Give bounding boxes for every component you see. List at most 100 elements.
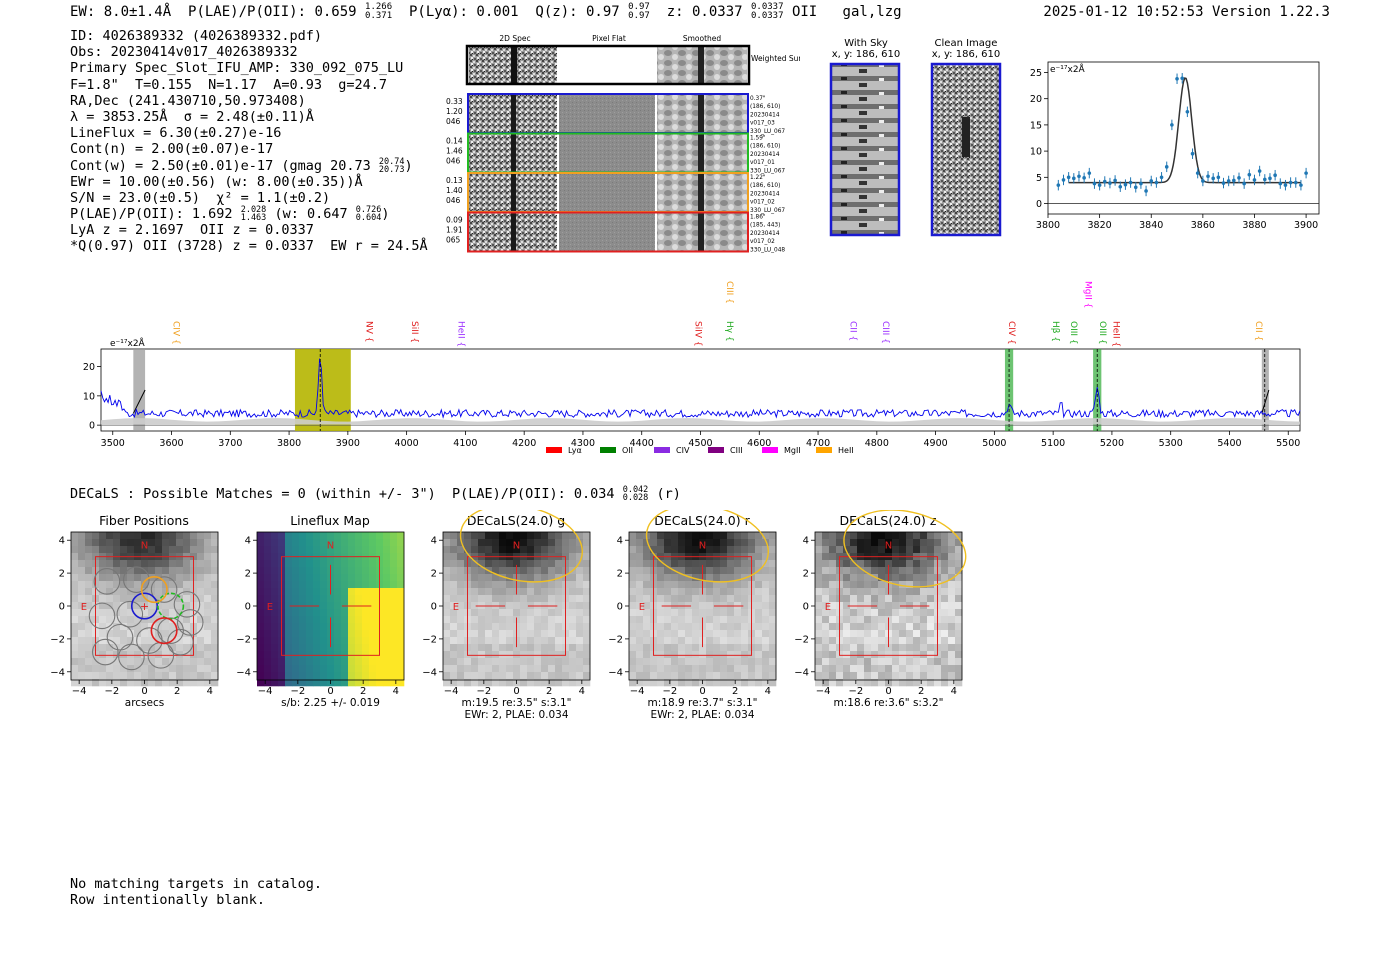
panel-pixel bbox=[843, 602, 851, 610]
panel-pixel bbox=[678, 560, 686, 568]
panel-pixel bbox=[169, 665, 177, 673]
panel-pixel bbox=[327, 644, 335, 652]
panel-xtick-label: 0 bbox=[141, 686, 147, 697]
panel-pixel bbox=[815, 595, 823, 603]
panel-pixel bbox=[285, 560, 293, 568]
panel-pixel bbox=[934, 539, 942, 547]
panel-pixel bbox=[471, 602, 479, 610]
panel-pixel bbox=[629, 644, 637, 652]
panel-pixel bbox=[369, 588, 377, 596]
panel-pixel bbox=[450, 588, 458, 596]
panel-pixel bbox=[362, 637, 370, 645]
panel-pixel bbox=[857, 672, 865, 680]
panel-pixel bbox=[871, 651, 879, 659]
panel-pixel bbox=[657, 574, 665, 582]
panel-pixel bbox=[692, 644, 700, 652]
panel-pixel bbox=[829, 567, 837, 575]
panel-pixel bbox=[948, 595, 956, 603]
panel-pixel bbox=[713, 574, 721, 582]
panel-pixel bbox=[197, 567, 205, 575]
header-plae: P(LAE)/P(OII): 0.659 bbox=[188, 4, 357, 20]
panel-pixel bbox=[899, 665, 907, 673]
panel-pixel bbox=[629, 651, 637, 659]
panel-pixel bbox=[685, 532, 693, 540]
panel-pixel bbox=[822, 546, 830, 554]
spectrum-xtick-label: 4800 bbox=[865, 438, 889, 449]
panel-pixel bbox=[383, 595, 391, 603]
panel-pixel bbox=[397, 658, 405, 666]
panel-pixel bbox=[576, 553, 584, 561]
header-plya: P(Lyα): 0.001 bbox=[408, 4, 519, 20]
panel-pixel bbox=[548, 637, 556, 645]
panel-pixel bbox=[464, 539, 472, 547]
panel-pixel bbox=[457, 651, 465, 659]
panel-pixel bbox=[176, 602, 184, 610]
panel-pixel bbox=[822, 630, 830, 638]
panel-pixel bbox=[671, 595, 679, 603]
panel-pixel bbox=[685, 588, 693, 596]
panel-pixel bbox=[836, 679, 844, 687]
panel-pixel bbox=[906, 595, 914, 603]
panel-center-plus: + bbox=[140, 600, 149, 613]
panel-pixel bbox=[176, 665, 184, 673]
panel-pixel bbox=[769, 532, 777, 540]
panel-pixel bbox=[671, 581, 679, 589]
legend-label: MgII bbox=[784, 446, 801, 455]
panel-pixel bbox=[692, 539, 700, 547]
panel-pixel bbox=[257, 637, 265, 645]
panel-pixel bbox=[492, 623, 500, 631]
panel-pixel bbox=[348, 651, 356, 659]
header-z-hi: 0.0337 bbox=[751, 2, 784, 12]
panel-pixel bbox=[927, 588, 935, 596]
panel-pixel bbox=[562, 539, 570, 547]
panel-pixel bbox=[955, 651, 963, 659]
panel-pixel bbox=[285, 546, 293, 554]
panel-pixel bbox=[748, 539, 756, 547]
panel-pixel bbox=[769, 539, 777, 547]
panel-pixel bbox=[636, 644, 644, 652]
panel-pixel bbox=[569, 630, 577, 638]
panel-pixel bbox=[755, 665, 763, 673]
panel-pixel bbox=[183, 581, 191, 589]
panel-pixel bbox=[190, 665, 198, 673]
panel-pixel bbox=[264, 623, 272, 631]
panel-pixel bbox=[727, 581, 735, 589]
panel-pixel bbox=[748, 672, 756, 680]
panel-pixel bbox=[271, 581, 279, 589]
panel-pixel bbox=[78, 672, 86, 680]
panel-pixel bbox=[920, 560, 928, 568]
panel-pixel bbox=[457, 609, 465, 617]
panel-title: DECaLS(24.0) g bbox=[467, 513, 565, 528]
panel-pixel bbox=[390, 609, 398, 617]
with-sky-image bbox=[832, 65, 898, 234]
panel-pixel bbox=[527, 595, 535, 603]
panel-pixel bbox=[348, 581, 356, 589]
galaxy-ellipse bbox=[843, 509, 967, 588]
panel-xtick-label: 2 bbox=[546, 686, 552, 697]
panel-pixel bbox=[815, 574, 823, 582]
panel-pixel bbox=[534, 532, 542, 540]
panel-pixel bbox=[748, 658, 756, 666]
panel-pixel bbox=[71, 658, 79, 666]
panel-pixel bbox=[920, 567, 928, 575]
panel-pixel bbox=[106, 637, 114, 645]
panel-pixel bbox=[397, 567, 405, 575]
panel-pixel bbox=[899, 651, 907, 659]
panel-pixel bbox=[362, 581, 370, 589]
panel-pixel bbox=[376, 539, 384, 547]
panel-pixel bbox=[734, 560, 742, 568]
panel-pixel bbox=[369, 539, 377, 547]
panel-pixel bbox=[341, 679, 349, 687]
panel-pixel bbox=[183, 665, 191, 673]
panel-pixel bbox=[885, 532, 893, 540]
panel-pixel bbox=[555, 588, 563, 596]
panel-pixel bbox=[657, 630, 665, 638]
panel-pixel bbox=[355, 630, 363, 638]
panel-pixel bbox=[369, 609, 377, 617]
panel-pixel bbox=[720, 595, 728, 603]
panel-pixel bbox=[583, 588, 591, 596]
panel-pixel bbox=[657, 595, 665, 603]
panel-pixel bbox=[169, 623, 177, 631]
panel-pixel bbox=[555, 644, 563, 652]
panel-pixel bbox=[320, 651, 328, 659]
